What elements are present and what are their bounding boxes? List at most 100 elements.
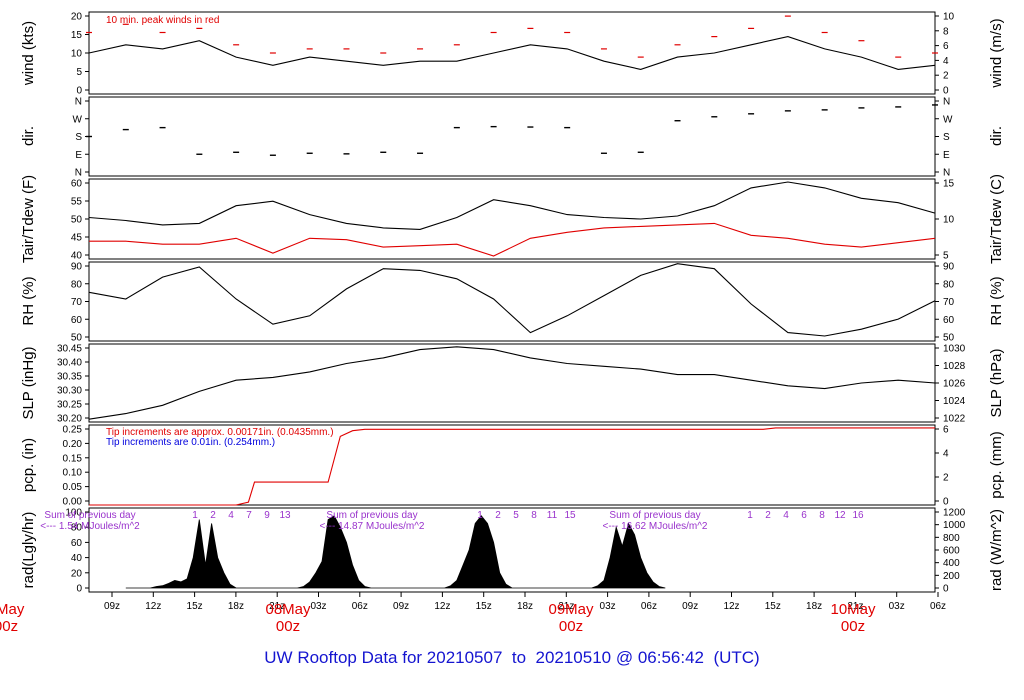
day-sum-value: <--- 14.87 MJoules/m^2 [319, 521, 424, 532]
pressure-ylabel-right: SLP (hPa) [988, 349, 1005, 418]
air-temperature-line [88, 181, 936, 230]
page-title: UW Rooftop Data for 20210507 to 20210510… [264, 648, 760, 667]
day-sum-label: Sum of previous day [326, 510, 417, 521]
pressure-panel-frame [88, 343, 936, 423]
direction-ytick-left-label: N [75, 168, 82, 179]
x-hour-label: 21z [269, 601, 285, 612]
hour-mark-label: 4 [228, 510, 234, 521]
precipitation-ytick-right-label: 2 [943, 473, 949, 484]
pressure-ytick-right-label: 1024 [943, 396, 966, 407]
direction-ytick-left-label: N [75, 97, 82, 108]
x-hour-label: 12z [145, 601, 161, 612]
hour-mark-label: 8 [531, 510, 537, 521]
wind-ytick-right-label: 2 [943, 71, 949, 82]
hour-mark-label: 6 [801, 510, 807, 521]
wind-ytick-right-label: 0 [943, 86, 949, 97]
day-hour-label: 00z [276, 618, 300, 635]
direction-ytick-left-label: W [73, 114, 83, 125]
humidity-ytick-right-label: 80 [943, 279, 955, 290]
radiation-ytick-left-label: 20 [71, 568, 83, 579]
x-hour-label: 15z [476, 601, 492, 612]
x-hour-label: 03z [310, 601, 326, 612]
wind-ytick-left-label: 0 [76, 86, 82, 97]
hour-mark-label: 2 [765, 510, 771, 521]
radiation-ytick-right-label: 1000 [943, 520, 966, 531]
radiation-ytick-right-label: 1200 [943, 508, 966, 519]
temperature-ytick-left-label: 40 [71, 251, 83, 262]
hour-mark-label: 2 [210, 510, 216, 521]
wind-speed-line [88, 36, 936, 70]
pressure-ylabel-left: SLP (inHg) [20, 346, 37, 419]
pressure-ytick-left-label: 30.35 [57, 372, 82, 383]
radiation-ylabel-left: rad(Lgly/hr) [20, 512, 37, 589]
direction-ylabel-right: dir. [988, 126, 1005, 146]
humidity-ytick-left-label: 70 [71, 297, 83, 308]
humidity-ytick-left-label: 80 [71, 279, 83, 290]
x-hour-label: 18z [228, 601, 244, 612]
day-hour-label: 00z [0, 618, 18, 635]
humidity-ytick-right-label: 50 [943, 333, 955, 344]
x-hour-label: 18z [517, 601, 533, 612]
wind-ytick-left-label: 15 [71, 30, 83, 41]
day-label: 09May [548, 601, 594, 618]
wind-ylabel-right: wind (m/s) [988, 18, 1005, 88]
direction-ytick-left-label: S [75, 132, 82, 143]
wind-ytick-left-label: 10 [71, 49, 83, 60]
wind-ytick-right-label: 10 [943, 12, 955, 23]
hour-mark-label: 1 [192, 510, 198, 521]
radiation-ytick-right-label: 200 [943, 571, 960, 582]
hour-mark-label: 13 [279, 510, 291, 521]
radiation-ytick-left-label: 40 [71, 553, 83, 564]
precipitation-panel-frame [88, 424, 936, 506]
precipitation-ylabel-right: pcp. (mm) [988, 431, 1005, 499]
x-hour-label: 15z [765, 601, 781, 612]
temperature-ytick-left-label: 45 [71, 233, 83, 244]
wind-ytick-right-label: 6 [943, 41, 949, 52]
radiation-ytick-left-label: 80 [71, 523, 83, 534]
tip-increment-blue-note: Tip increments are 0.01in. (0.254mm.) [106, 437, 275, 448]
peak-wind-annotation: 10 min. peak winds in red [106, 15, 219, 26]
day-label: 7May [0, 601, 25, 618]
humidity-ytick-left-label: 60 [71, 315, 83, 326]
hour-mark-label: 15 [564, 510, 576, 521]
temperature-ylabel-left: Tair/Tdew (F) [20, 175, 37, 263]
temperature-ytick-right-label: 15 [943, 179, 955, 190]
x-hour-label: 06z [930, 601, 946, 612]
hour-mark-label: 1 [747, 510, 753, 521]
day-hour-label: 00z [559, 618, 583, 635]
humidity-line [88, 263, 936, 337]
pressure-ytick-right-label: 1030 [943, 344, 966, 355]
temperature-ytick-left-label: 55 [71, 197, 83, 208]
x-hour-label: 06z [352, 601, 368, 612]
radiation-ytick-right-label: 400 [943, 558, 960, 569]
precipitation-ytick-right-label: 6 [943, 425, 949, 436]
pressure-ytick-right-label: 1028 [943, 361, 966, 372]
humidity-ytick-right-label: 90 [943, 262, 955, 273]
day-sum-label: Sum of previous day [44, 510, 135, 521]
dewpoint-line [89, 222, 936, 257]
hour-mark-label: 7 [246, 510, 252, 521]
precipitation-ytick-left-label: 0.00 [63, 497, 83, 508]
precipitation-ytick-right-label: 0 [943, 497, 949, 508]
humidity-ytick-left-label: 50 [71, 333, 83, 344]
direction-ytick-right-label: W [943, 114, 953, 125]
radiation-ytick-right-label: 600 [943, 546, 960, 557]
hour-mark-label: 8 [819, 510, 825, 521]
pressure-line [88, 346, 936, 420]
radiation-ytick-left-label: 60 [71, 538, 83, 549]
radiation-ytick-left-label: 100 [65, 508, 82, 519]
pressure-ytick-left-label: 30.30 [57, 386, 82, 397]
wind-ytick-left-label: 5 [76, 67, 82, 78]
hour-mark-label: 12 [834, 510, 846, 521]
pressure-ytick-right-label: 1022 [943, 414, 966, 425]
direction-panel-frame [88, 96, 936, 177]
x-hour-label: 06z [641, 601, 657, 612]
precipitation-ylabel-left: pcp. (in) [20, 438, 37, 492]
x-hour-label: 12z [723, 601, 739, 612]
radiation-area [125, 515, 666, 589]
direction-ytick-left-label: E [75, 150, 82, 161]
hour-mark-label: 11 [547, 510, 558, 521]
temperature-ylabel-right: Tair/Tdew (C) [988, 174, 1005, 264]
direction-ytick-right-label: E [943, 150, 950, 161]
